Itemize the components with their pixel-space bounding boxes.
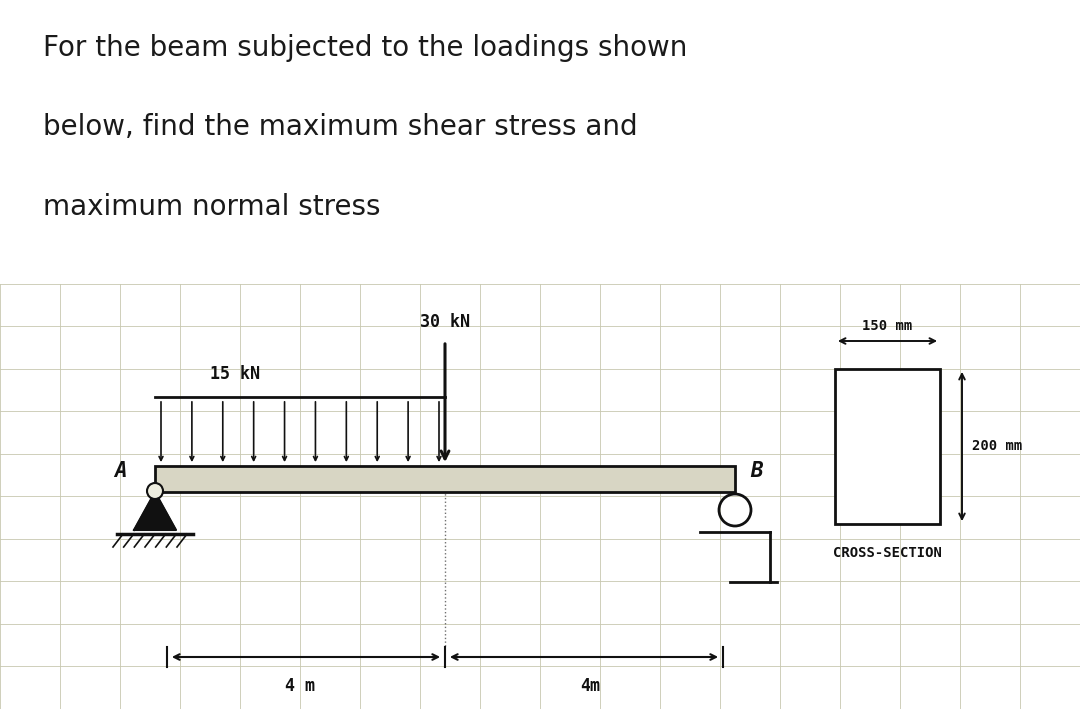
Text: 4 m: 4 m <box>285 677 315 695</box>
Text: A: A <box>114 461 127 481</box>
Bar <box>835 369 940 524</box>
Text: 30 kN: 30 kN <box>420 313 470 331</box>
Text: 4m: 4m <box>580 677 600 695</box>
Text: 200 mm: 200 mm <box>972 440 1023 454</box>
Text: B: B <box>750 461 762 481</box>
Text: For the beam subjected to the loadings shown: For the beam subjected to the loadings s… <box>43 34 688 62</box>
Text: 15 kN: 15 kN <box>210 365 260 383</box>
Circle shape <box>147 483 163 499</box>
Bar <box>156 466 735 492</box>
Text: 150 mm: 150 mm <box>862 319 913 333</box>
Polygon shape <box>134 492 176 530</box>
Text: CROSS-SECTION: CROSS-SECTION <box>833 546 942 560</box>
Text: maximum normal stress: maximum normal stress <box>43 193 380 220</box>
Text: below, find the maximum shear stress and: below, find the maximum shear stress and <box>43 113 638 141</box>
